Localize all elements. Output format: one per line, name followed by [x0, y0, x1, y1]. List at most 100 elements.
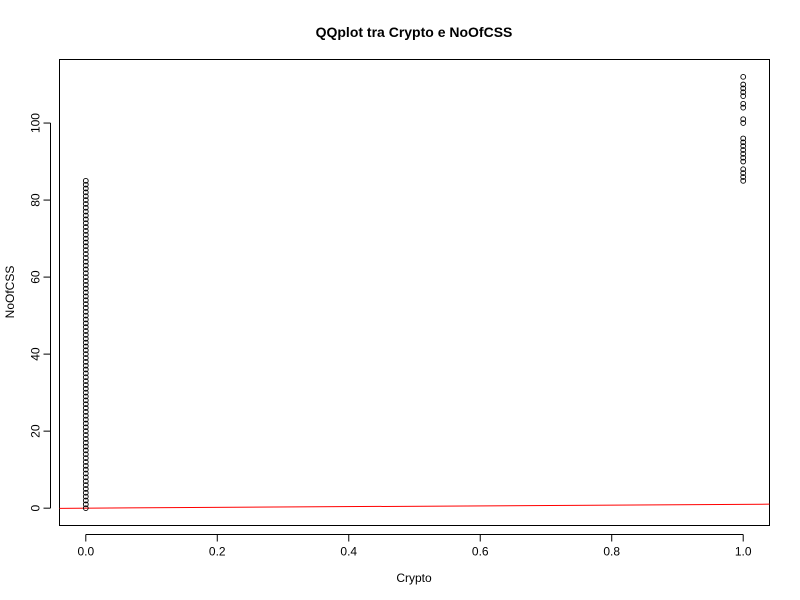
data-point	[82, 497, 89, 504]
data-point	[82, 382, 89, 388]
data-point	[82, 231, 89, 238]
data-point	[82, 486, 89, 492]
data-point	[82, 362, 89, 369]
data-point	[82, 470, 89, 477]
data-point	[82, 478, 89, 485]
data-point	[82, 289, 89, 296]
data-point	[740, 147, 747, 153]
data-point	[82, 324, 89, 331]
data-point	[82, 204, 89, 211]
data-point	[82, 270, 89, 277]
points-layer	[82, 73, 747, 512]
x-tick-label: 0.2	[209, 545, 226, 559]
data-point	[82, 455, 89, 461]
reference-line-layer	[59, 503, 770, 509]
data-point	[740, 166, 747, 173]
data-point	[82, 316, 89, 323]
data-point	[740, 89, 747, 96]
data-point	[82, 412, 89, 419]
data-point	[740, 170, 747, 176]
data-point	[82, 370, 89, 377]
data-point	[82, 505, 89, 512]
plot-frame	[59, 59, 770, 526]
data-point	[82, 181, 89, 188]
data-point	[82, 385, 89, 392]
data-point	[82, 358, 89, 365]
data-point	[82, 393, 89, 400]
data-point	[740, 158, 747, 165]
data-point	[82, 335, 89, 342]
data-point	[82, 489, 89, 496]
data-point	[82, 443, 89, 450]
data-point	[82, 474, 89, 481]
data-point	[82, 239, 89, 246]
reference-line	[59, 503, 770, 509]
data-point	[82, 339, 89, 346]
data-point	[82, 266, 89, 273]
data-point	[82, 389, 89, 396]
data-point	[82, 177, 89, 184]
data-point	[82, 297, 89, 304]
data-point	[82, 405, 89, 411]
y-tick-label: 80	[29, 193, 43, 207]
data-point	[82, 439, 89, 446]
data-point	[740, 104, 747, 111]
data-point	[82, 193, 89, 200]
data-point	[82, 397, 89, 404]
data-point	[740, 100, 747, 107]
data-point	[82, 308, 89, 315]
data-point	[82, 347, 89, 354]
data-point	[82, 251, 89, 257]
data-point	[82, 293, 89, 300]
y-axis-label: NoOfCSS	[3, 266, 17, 319]
x-tick-label: 1.0	[735, 545, 752, 559]
y-axis: 0 20 40 60 80 100	[29, 113, 51, 512]
x-axis: 0.0 0.2 0.4 0.6 0.8 1.0	[77, 534, 752, 559]
data-point	[82, 409, 89, 415]
data-point	[82, 258, 89, 265]
data-point	[82, 281, 89, 288]
data-point	[82, 208, 89, 215]
y-tick-label: 20	[29, 424, 43, 438]
x-tick-label: 0.8	[603, 545, 620, 559]
data-point	[82, 416, 89, 423]
data-point	[82, 243, 89, 250]
data-point	[82, 189, 89, 196]
data-point	[82, 247, 89, 253]
data-point	[740, 116, 747, 123]
data-point	[740, 85, 747, 92]
data-point	[82, 355, 89, 361]
data-point	[82, 466, 89, 473]
data-point	[82, 366, 89, 373]
data-point	[82, 197, 89, 203]
data-point	[82, 493, 89, 500]
data-point	[740, 93, 747, 99]
data-point	[82, 262, 89, 269]
data-point	[82, 351, 89, 357]
y-tick-label: 40	[29, 347, 43, 361]
x-axis-label: Crypto	[396, 571, 432, 585]
data-point	[82, 301, 89, 307]
data-point	[82, 274, 89, 280]
data-point	[82, 432, 89, 438]
y-tick-label: 100	[29, 113, 43, 133]
data-point	[82, 428, 89, 434]
data-point	[82, 435, 89, 442]
y-tick-label: 0	[29, 505, 43, 512]
y-tick-label: 60	[29, 270, 43, 284]
data-point	[82, 185, 89, 192]
data-point	[82, 447, 89, 454]
data-point	[82, 254, 89, 261]
data-point	[82, 374, 89, 381]
data-point	[740, 139, 747, 146]
data-point	[82, 220, 89, 227]
data-point	[740, 81, 747, 88]
data-point	[740, 73, 747, 80]
data-point	[82, 216, 89, 223]
x-tick-label: 0.4	[340, 545, 357, 559]
data-point	[82, 228, 89, 234]
data-point	[740, 135, 747, 142]
data-point	[740, 174, 747, 180]
data-point	[82, 424, 89, 431]
